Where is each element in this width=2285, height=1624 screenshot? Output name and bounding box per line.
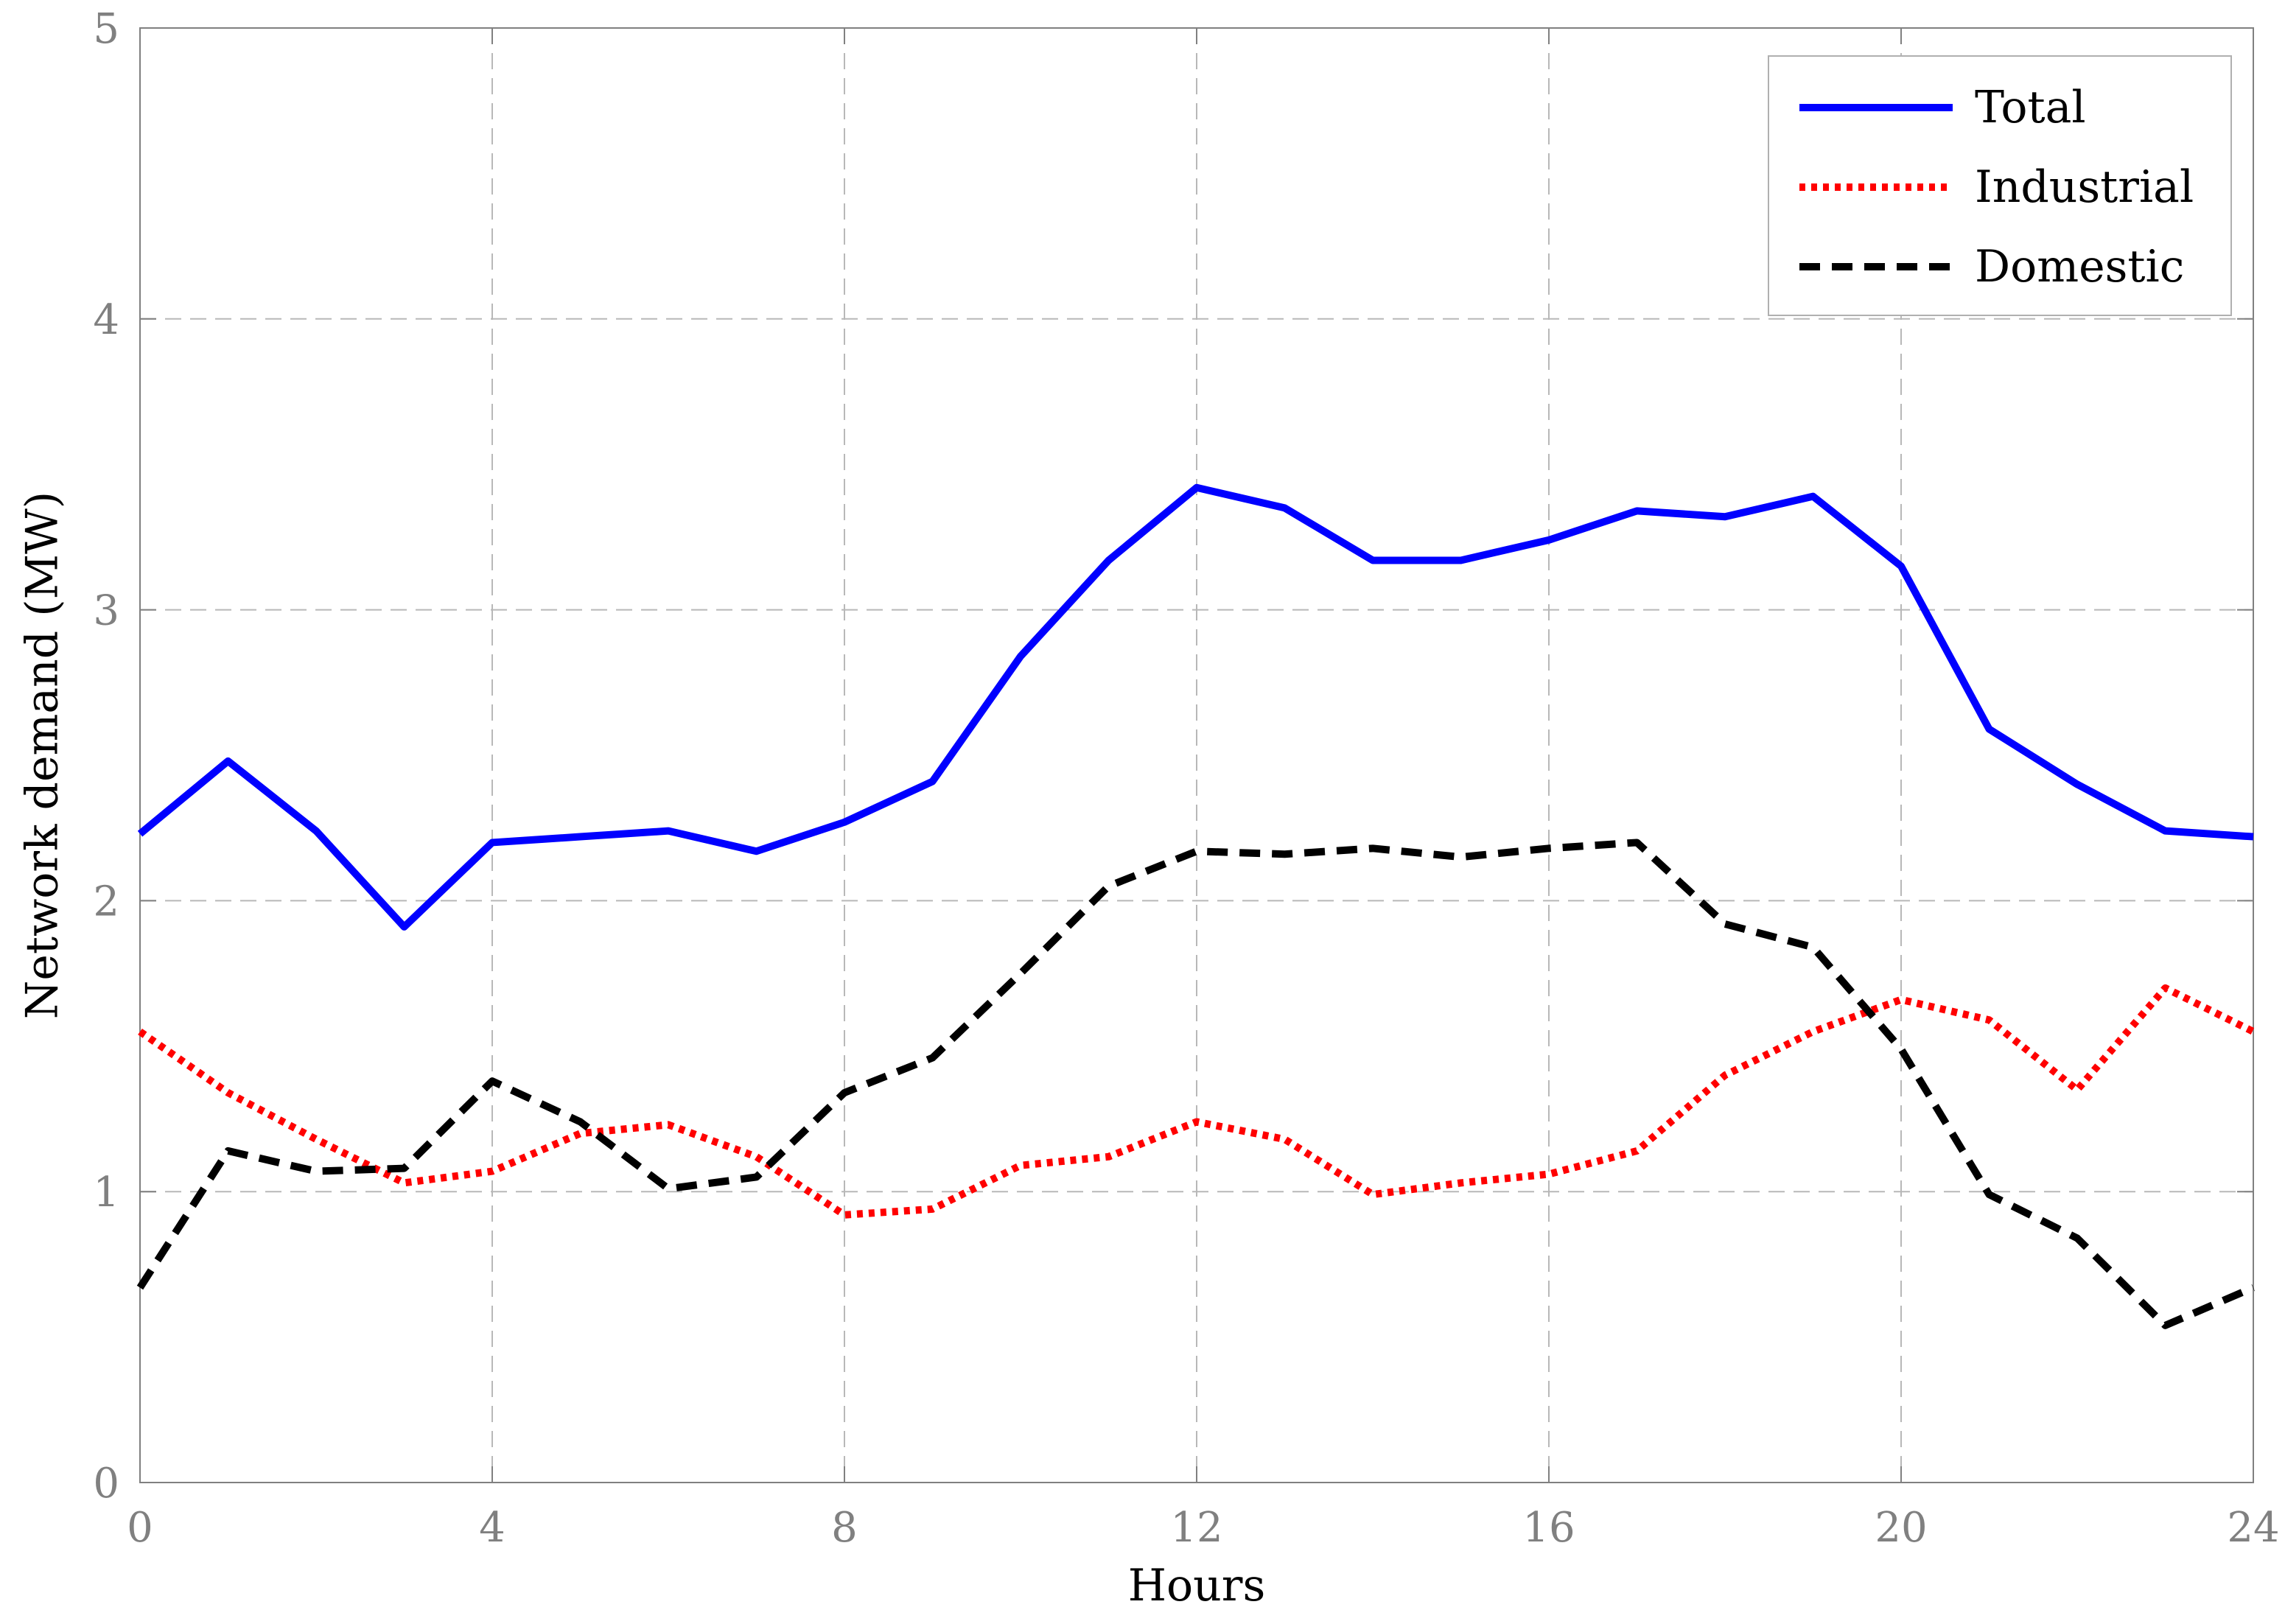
series-line-total	[137, 483, 2254, 931]
x-tick-label: 20	[1875, 1504, 1927, 1552]
grid	[140, 28, 2253, 1483]
x-axis-label: Hours	[1128, 1560, 1266, 1611]
legend: Total Industrial Domestic	[1768, 55, 2232, 316]
y-tick-label: 4	[93, 296, 119, 344]
x-tick-label: 24	[2227, 1504, 2279, 1552]
data-series	[136, 483, 2256, 1329]
y-tick-label: 5	[93, 5, 119, 53]
y-tick-label: 1	[93, 1169, 119, 1217]
legend-label-domestic: Domestic	[1975, 241, 2184, 293]
y-tick-label: 3	[93, 587, 119, 635]
series-line-domestic	[136, 839, 2255, 1329]
x-tick-label: 0	[127, 1504, 153, 1552]
legend-label-industrial: Industrial	[1975, 161, 2194, 213]
series-line-industrial	[138, 984, 2256, 1219]
legend-label-total: Total	[1975, 82, 2086, 133]
x-tick-label: 16	[1522, 1504, 1575, 1552]
x-tick-label: 12	[1170, 1504, 1222, 1552]
legend-box	[1768, 55, 2232, 316]
y-tick-label: 0	[93, 1460, 119, 1508]
x-tick-label: 8	[831, 1504, 858, 1552]
x-tick-label: 4	[479, 1504, 505, 1552]
y-tick-label: 2	[93, 878, 119, 925]
y-axis-label: Network demand (MW)	[17, 491, 69, 1019]
